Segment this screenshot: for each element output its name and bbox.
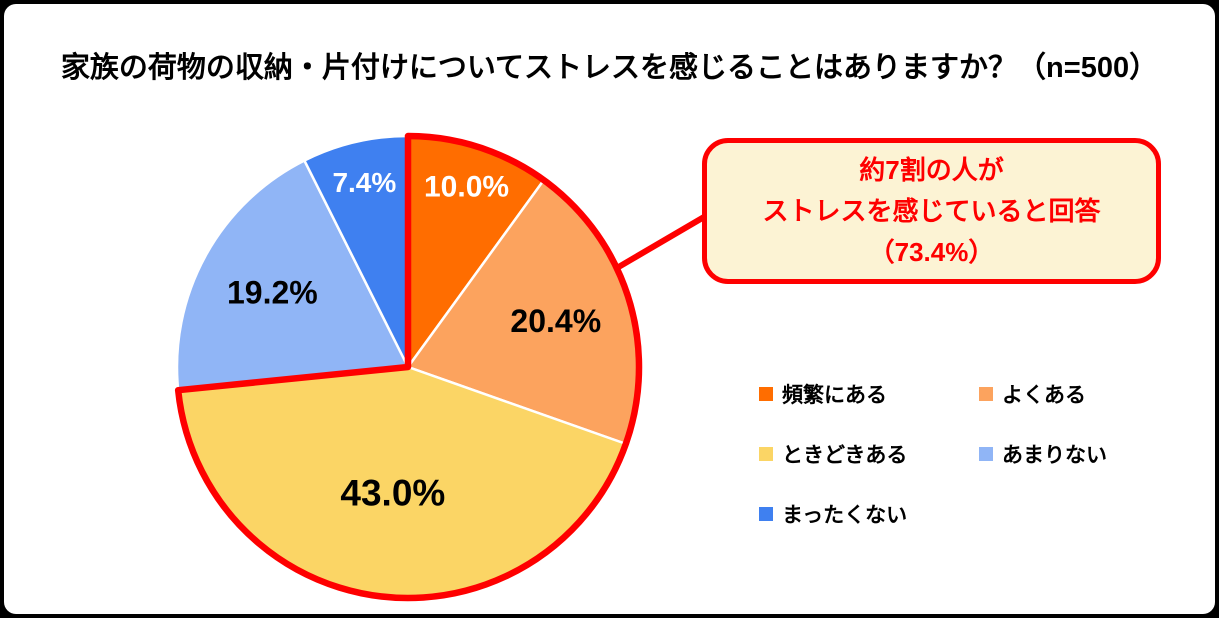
pie-slice-label-0: 10.0%: [424, 170, 509, 203]
legend-item-1: よくある: [979, 382, 1107, 407]
legend-swatch-icon: [979, 447, 993, 461]
legend-swatch-icon: [979, 387, 993, 401]
chart-title: 家族の荷物の収納・片付けについてストレスを感じることはありますか？（n=500）: [60, 52, 1159, 84]
legend-item-label: 頻繁にある: [782, 384, 887, 407]
legend-item-label: ときどきある: [782, 444, 908, 467]
callout-line-3: （73.4%）: [868, 236, 995, 267]
legend: 頻繁にある よくあるときどきある あまりないまったくない: [759, 382, 1107, 527]
legend-swatch-icon: [759, 387, 773, 401]
legend-item-3: あまりない: [979, 442, 1107, 467]
legend-item-label: あまりない: [1002, 444, 1107, 467]
legend-item-0: 頻繁にある: [759, 382, 979, 407]
callout-line-1: 約7割の人が: [859, 154, 1004, 185]
pie-slice-3: [175, 159, 410, 392]
pie-slice-label-4: 7.4%: [332, 167, 396, 198]
pie-slice-label-3: 19.2%: [227, 274, 318, 310]
legend-swatch-icon: [759, 447, 773, 461]
callout-connector-line: [615, 214, 707, 271]
pie-slice-label-2: 43.0%: [340, 473, 445, 514]
highlight-outline: [174, 132, 643, 602]
pie-slice-label-1: 20.4%: [510, 303, 601, 339]
callout-box: 約7割の人が ストレスを感じていると回答 （73.4%）: [702, 138, 1161, 284]
legend-item-label: まったくない: [782, 504, 908, 527]
legend-item-4: まったくない: [759, 502, 979, 527]
legend-swatch-icon: [759, 507, 773, 521]
pie-chart: 10.0% 20.4% 43.0% 19.2% 7.4%: [174, 132, 707, 602]
legend-item-label: よくある: [1002, 384, 1086, 407]
legend-item-2: ときどきある: [759, 442, 979, 467]
callout-line-2: ストレスを感じていると回答: [762, 195, 1101, 226]
chart-canvas: 家族の荷物の収納・片付けについてストレスを感じることはありますか？（n=500）…: [4, 4, 1215, 614]
